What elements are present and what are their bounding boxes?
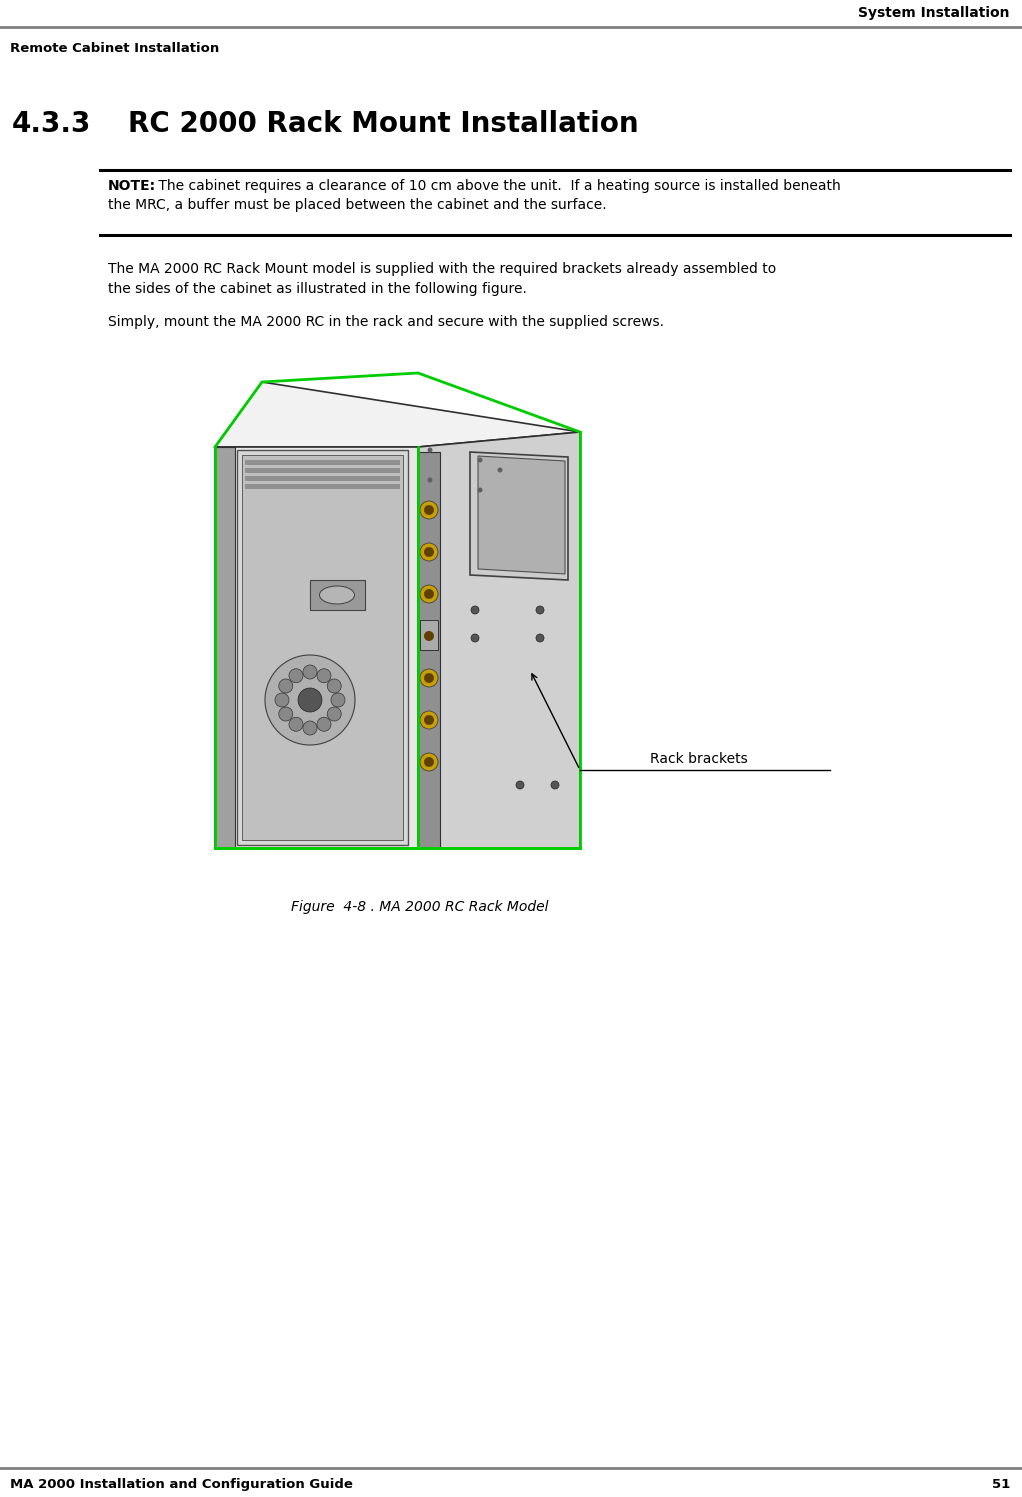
Circle shape [427, 448, 432, 452]
Circle shape [331, 693, 345, 707]
Polygon shape [245, 476, 400, 481]
Polygon shape [310, 579, 365, 609]
Circle shape [536, 635, 544, 642]
Polygon shape [237, 451, 408, 844]
Text: Remote Cabinet Installation: Remote Cabinet Installation [10, 42, 220, 55]
Circle shape [289, 669, 303, 683]
Circle shape [424, 632, 434, 641]
Polygon shape [215, 382, 580, 448]
Text: The MA 2000 RC Rack Mount model is supplied with the required brackets already a: The MA 2000 RC Rack Mount model is suppl… [108, 262, 777, 275]
Ellipse shape [320, 585, 355, 603]
Polygon shape [242, 455, 403, 840]
Polygon shape [215, 448, 235, 847]
Circle shape [536, 606, 544, 614]
Polygon shape [420, 620, 438, 650]
Circle shape [327, 680, 341, 693]
Circle shape [477, 488, 482, 493]
Text: the sides of the cabinet as illustrated in the following figure.: the sides of the cabinet as illustrated … [108, 281, 527, 296]
Text: Figure  4-8 . MA 2000 RC Rack Model: Figure 4-8 . MA 2000 RC Rack Model [291, 900, 549, 915]
Circle shape [298, 689, 322, 713]
Circle shape [317, 669, 331, 683]
Polygon shape [245, 484, 400, 490]
Circle shape [424, 546, 434, 557]
Circle shape [420, 501, 438, 519]
Text: NOTE:: NOTE: [108, 180, 156, 193]
Polygon shape [245, 460, 400, 466]
Circle shape [303, 722, 317, 735]
Circle shape [265, 656, 355, 746]
Circle shape [477, 458, 482, 463]
Circle shape [551, 781, 559, 789]
Polygon shape [418, 452, 440, 847]
Polygon shape [215, 448, 418, 847]
Circle shape [327, 707, 341, 722]
Circle shape [420, 543, 438, 561]
Circle shape [279, 680, 292, 693]
Text: the MRC, a buffer must be placed between the cabinet and the surface.: the MRC, a buffer must be placed between… [108, 198, 607, 213]
Circle shape [303, 665, 317, 680]
Circle shape [424, 504, 434, 515]
Circle shape [420, 585, 438, 603]
Text: Simply, mount the MA 2000 RC in the rack and secure with the supplied screws.: Simply, mount the MA 2000 RC in the rack… [108, 314, 664, 329]
Circle shape [498, 467, 503, 473]
Circle shape [420, 627, 438, 645]
Circle shape [420, 753, 438, 771]
Circle shape [424, 674, 434, 683]
Text: 51: 51 [991, 1478, 1010, 1491]
Polygon shape [478, 457, 565, 573]
Circle shape [279, 707, 292, 722]
Circle shape [424, 588, 434, 599]
Circle shape [424, 716, 434, 725]
Circle shape [471, 635, 479, 642]
Circle shape [317, 717, 331, 731]
Circle shape [275, 693, 289, 707]
Circle shape [471, 606, 479, 614]
Polygon shape [245, 469, 400, 473]
Polygon shape [470, 452, 568, 579]
Text: MA 2000 Installation and Configuration Guide: MA 2000 Installation and Configuration G… [10, 1478, 353, 1491]
Circle shape [424, 757, 434, 766]
Circle shape [427, 478, 432, 482]
Text: 4.3.3: 4.3.3 [12, 109, 91, 138]
Polygon shape [418, 433, 580, 847]
Text: The cabinet requires a clearance of 10 cm above the unit.  If a heating source i: The cabinet requires a clearance of 10 c… [154, 180, 841, 193]
Circle shape [420, 669, 438, 687]
Circle shape [516, 781, 524, 789]
Text: RC 2000 Rack Mount Installation: RC 2000 Rack Mount Installation [128, 109, 639, 138]
Circle shape [289, 717, 303, 731]
Circle shape [420, 711, 438, 729]
Text: Rack brackets: Rack brackets [650, 751, 748, 766]
Text: System Installation: System Installation [858, 6, 1010, 19]
